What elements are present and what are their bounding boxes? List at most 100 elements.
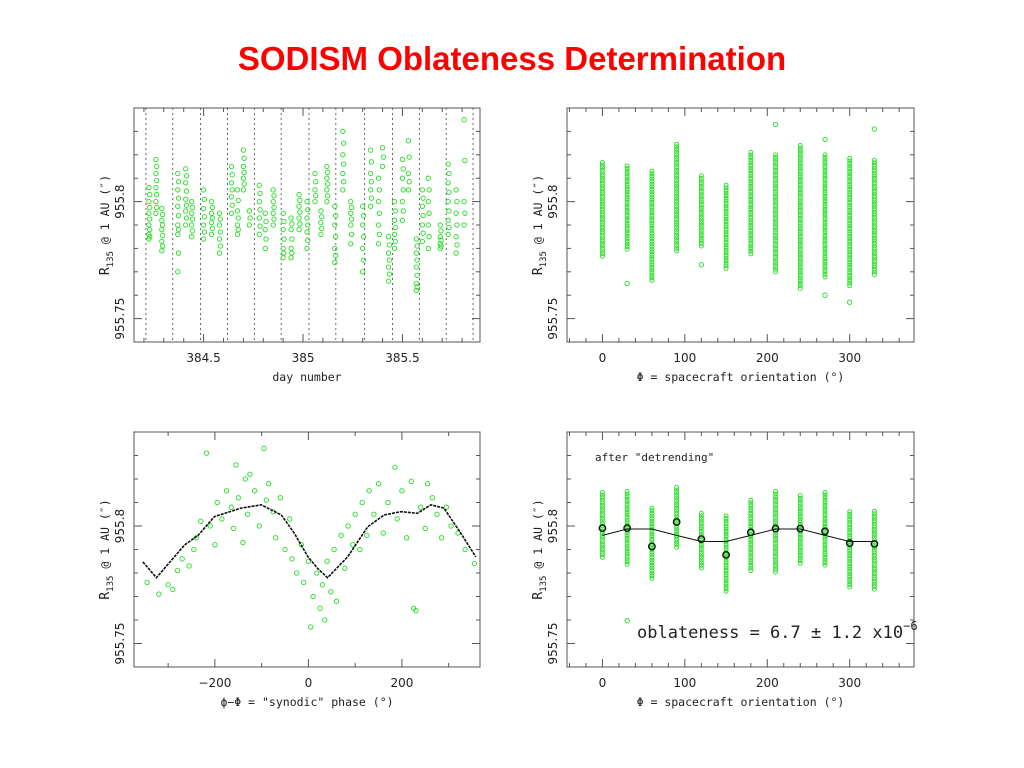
data-point <box>599 539 605 545</box>
data-point <box>822 230 828 236</box>
data-point <box>822 266 828 272</box>
data-point <box>312 187 318 193</box>
data-point <box>438 228 444 234</box>
data-point <box>461 222 467 228</box>
data-point <box>773 507 778 513</box>
data-point <box>624 223 630 229</box>
data-point <box>414 272 420 278</box>
data-point <box>871 204 877 210</box>
data-point <box>399 156 406 163</box>
data-point <box>797 200 803 206</box>
data-point <box>871 248 877 254</box>
data-point <box>649 225 655 231</box>
data-point <box>871 243 877 249</box>
data-point <box>599 513 605 519</box>
data-point <box>200 222 207 228</box>
data-point <box>360 222 366 228</box>
data-point <box>246 208 252 214</box>
data-point <box>331 546 337 553</box>
data-point <box>599 193 605 199</box>
data-point <box>674 511 680 516</box>
data-point <box>217 243 223 249</box>
data-point <box>624 236 630 242</box>
data-point <box>674 165 680 171</box>
data-point <box>208 210 215 216</box>
data-point <box>599 214 605 220</box>
data-point <box>698 557 704 563</box>
data-point <box>599 186 605 191</box>
data-point <box>392 238 398 245</box>
x-tick-label: −200 <box>198 676 231 690</box>
data-point <box>419 222 425 228</box>
data-point <box>871 209 877 215</box>
data-point <box>822 191 828 197</box>
data-point <box>229 202 235 208</box>
data-point <box>797 194 803 200</box>
data-point <box>434 511 440 517</box>
data-point <box>599 219 605 225</box>
data-point <box>446 189 452 195</box>
data-point <box>624 225 630 231</box>
data-point <box>229 172 235 178</box>
data-point <box>871 230 877 236</box>
data-point <box>674 524 680 529</box>
data-point <box>674 485 680 490</box>
data-point <box>847 579 853 585</box>
data-point <box>256 523 262 529</box>
data-point <box>438 237 444 243</box>
data-point <box>723 247 729 253</box>
data-point <box>847 571 853 577</box>
data-point <box>599 492 605 498</box>
data-point <box>624 184 630 190</box>
data-point <box>624 556 630 562</box>
data-point <box>400 187 406 193</box>
data-point <box>773 248 778 254</box>
data-point <box>748 189 754 194</box>
data-point <box>847 210 853 216</box>
data-point <box>797 558 803 564</box>
data-point <box>847 566 853 572</box>
data-point <box>822 240 828 246</box>
data-point <box>262 210 268 216</box>
data-point <box>797 503 803 509</box>
data-point <box>228 504 234 510</box>
data-point <box>797 145 803 151</box>
data-point <box>234 222 241 228</box>
data-point <box>599 165 605 171</box>
data-point <box>847 540 853 546</box>
data-point <box>797 228 803 234</box>
data-point <box>674 149 680 155</box>
data-point <box>871 581 877 587</box>
data-point <box>698 523 704 529</box>
data-point <box>244 511 251 517</box>
data-point <box>822 253 828 259</box>
data-point <box>871 516 877 522</box>
data-point <box>445 180 451 186</box>
data-point <box>797 236 803 242</box>
x-tick-label: 300 <box>838 351 861 365</box>
data-point <box>446 170 452 177</box>
data-point <box>773 175 778 181</box>
y-label-subscript: 135 <box>539 251 549 267</box>
data-point <box>871 240 877 246</box>
data-point <box>871 207 877 213</box>
data-point <box>797 275 803 281</box>
data-point <box>296 215 302 221</box>
data-point <box>674 505 680 511</box>
data-point <box>649 220 655 226</box>
data-point <box>723 216 729 222</box>
data-point <box>599 225 605 230</box>
data-point <box>797 550 803 556</box>
data-point <box>698 178 704 184</box>
data-point <box>219 516 225 522</box>
data-point <box>847 524 853 530</box>
data-point <box>748 207 754 213</box>
data-point <box>325 169 331 176</box>
data-point <box>822 539 828 545</box>
data-point <box>674 214 680 220</box>
data-point <box>413 280 420 287</box>
data-point <box>319 225 325 232</box>
data-point <box>748 225 754 231</box>
data-point <box>419 203 425 209</box>
data-point <box>360 203 366 209</box>
